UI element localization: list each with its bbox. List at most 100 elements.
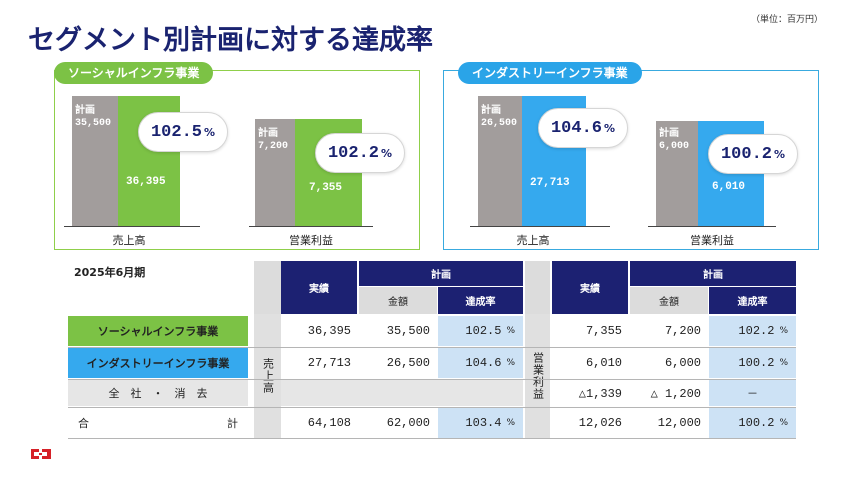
sales-actual-cell: 64,108	[307, 416, 351, 430]
percent-sign: %	[203, 125, 216, 139]
rate-value: 100.2	[738, 416, 775, 430]
social-infra-tag: ソーシャルインフラ事業	[54, 62, 214, 84]
profit-actual-cell: 7,355	[585, 324, 622, 338]
percent-sign: %	[779, 358, 788, 368]
sales-plan-cell: 35,500	[386, 324, 430, 338]
sales-actual-cell: 27,713	[307, 356, 351, 370]
achievement-rate-bubble: 104.6%	[538, 108, 628, 148]
unit-note: （単位：百万円）	[750, 15, 823, 25]
percent-sign: %	[773, 147, 786, 161]
row-label-social-infra: ソーシャルインフラ事業	[68, 316, 248, 346]
plan-caption: 計画	[258, 128, 278, 139]
percent-sign: %	[506, 358, 515, 368]
sales-rate-cell: 102.5%	[438, 316, 523, 346]
rate-value: 104.6	[465, 356, 502, 370]
row-divider	[68, 407, 796, 408]
row-label-total: 合 計	[68, 408, 248, 438]
table-header-spacer	[254, 261, 281, 314]
rate-value: 103.4	[465, 416, 502, 430]
percent-sign: %	[506, 418, 515, 428]
header-sales-actual: 実績	[281, 261, 357, 314]
header-sales-plan: 計画	[359, 261, 523, 286]
percent-sign: %	[779, 326, 788, 336]
header-sales-amount: 金額	[359, 287, 437, 314]
rate-value: 102.2	[327, 143, 379, 163]
baseline	[470, 226, 610, 227]
achievement-rate-bubble: 100.2%	[708, 134, 798, 174]
rate-value: 102.5	[465, 324, 502, 338]
sales-elimination-blank	[281, 380, 523, 406]
company-logo	[31, 449, 51, 459]
rate-value: 102.5	[150, 122, 202, 142]
table-header-spacer	[525, 261, 550, 314]
social-infra-panel	[54, 70, 420, 250]
profit-actual-cell: 6,010	[585, 356, 622, 370]
actual-value: 7,355	[309, 182, 343, 194]
profit-rate-cell: 100.2%	[709, 408, 796, 438]
profit-rate-cell: －	[709, 380, 796, 406]
page-title: セグメント別計画に対する達成率	[28, 25, 433, 56]
header-sales-rate: 達成率	[438, 287, 523, 314]
percent-sign: %	[603, 121, 616, 135]
category-label: 売上高	[516, 234, 550, 247]
row-divider	[68, 438, 796, 439]
plan-bar	[72, 96, 120, 226]
sales-actual-cell: 36,395	[307, 324, 351, 338]
side-label-profit: 営業利益	[525, 314, 550, 438]
profit-plan-cell: 7,200	[664, 324, 701, 338]
sales-rate-cell: 103.4%	[438, 408, 523, 438]
percent-sign: %	[380, 146, 393, 160]
profit-actual-cell: △1,339	[578, 386, 622, 401]
sales-plan-cell: 62,000	[386, 416, 430, 430]
baseline	[648, 226, 776, 227]
fiscal-period: 2025年6月期	[74, 266, 146, 279]
category-label: 営業利益	[289, 234, 333, 247]
plan-bar	[656, 121, 700, 226]
percent-sign: %	[506, 326, 515, 336]
plan-value: 26,500	[481, 118, 518, 129]
profit-plan-cell: 12,000	[657, 416, 701, 430]
total-label-right: 計	[227, 417, 238, 430]
actual-value: 6,010	[712, 181, 746, 193]
plan-value: 35,500	[75, 118, 112, 129]
profit-rate-cell: 100.2%	[709, 348, 796, 378]
plan-label: 計画 26,500	[481, 104, 517, 130]
rate-value: 104.6	[550, 118, 602, 138]
plan-bar	[478, 96, 524, 226]
row-label-industry-infra: インダストリーインフラ事業	[68, 348, 248, 378]
plan-caption: 計画	[481, 105, 501, 116]
row-divider	[68, 379, 796, 380]
profit-rate-cell: 102.2%	[709, 316, 796, 346]
rate-value: 100.2	[720, 144, 772, 164]
header-profit-plan: 計画	[630, 261, 796, 286]
baseline	[249, 226, 373, 227]
baseline	[64, 226, 200, 227]
rate-value: 100.2	[738, 356, 775, 370]
header-profit-rate: 達成率	[709, 287, 796, 314]
header-profit-amount: 金額	[630, 287, 708, 314]
category-label: 営業利益	[690, 234, 734, 247]
row-divider	[68, 347, 796, 348]
achievement-rate-bubble: 102.5%	[138, 112, 228, 152]
plan-caption: 計画	[659, 128, 679, 139]
plan-label: 計画 6,000	[659, 127, 689, 153]
rate-value: 102.2	[738, 324, 775, 338]
header-profit-actual: 実績	[552, 261, 628, 314]
achievement-rate-bubble: 102.2%	[315, 133, 405, 173]
plan-value: 6,000	[659, 141, 690, 152]
profit-actual-cell: 12,026	[578, 416, 622, 430]
actual-value: 27,713	[530, 177, 570, 189]
percent-sign: %	[779, 418, 788, 428]
plan-value: 7,200	[258, 141, 289, 152]
plan-bar	[255, 119, 297, 226]
profit-plan-cell: △ 1,200	[650, 386, 701, 401]
total-label-left: 合	[78, 417, 89, 430]
profit-plan-cell: 6,000	[664, 356, 701, 370]
plan-caption: 計画	[75, 105, 95, 116]
actual-value: 36,395	[126, 176, 166, 188]
plan-label: 計画 7,200	[258, 127, 288, 153]
sales-rate-cell: 104.6%	[438, 348, 523, 378]
category-label: 売上高	[112, 234, 146, 247]
row-label-corporate-elimination: 全 社 ・ 消 去	[68, 380, 248, 406]
industry-infra-tag: インダストリーインフラ事業	[458, 62, 642, 84]
